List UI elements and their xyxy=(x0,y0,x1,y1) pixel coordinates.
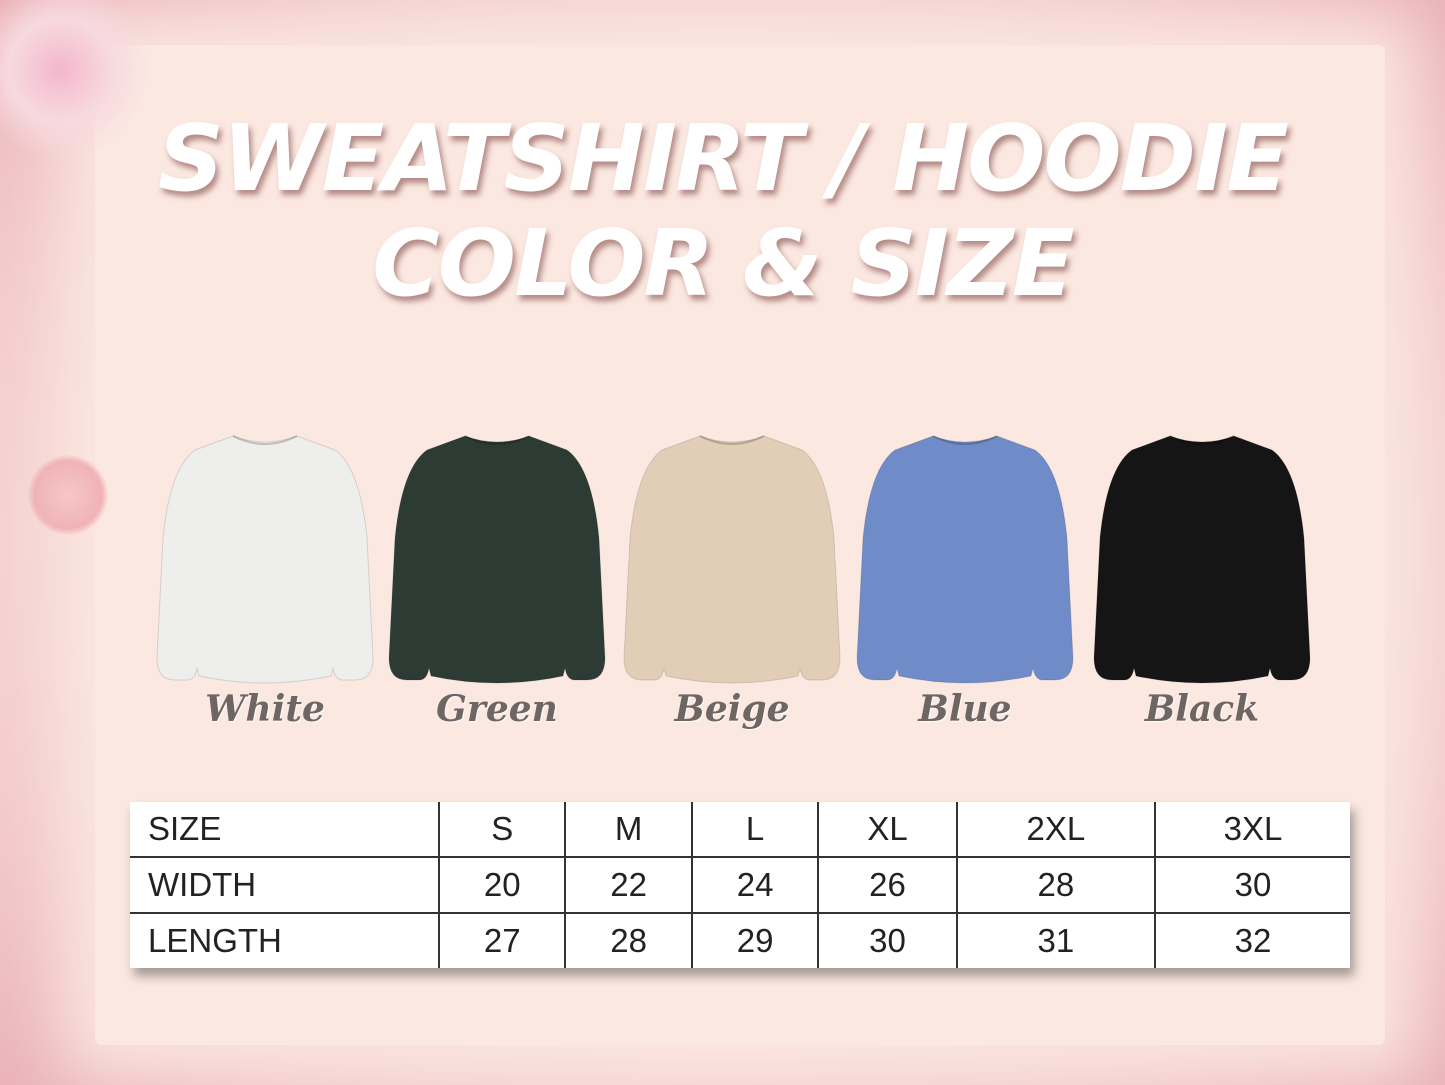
table-row: WIDTH 20 22 24 26 28 30 xyxy=(130,856,1350,913)
table-cell: 28 xyxy=(564,912,692,968)
table-cell: SIZE xyxy=(148,810,222,847)
table-cell: 26 xyxy=(817,856,957,913)
color-label: Blue xyxy=(918,688,1012,730)
table-cell: 30 xyxy=(1153,856,1350,913)
table-cell: 32 xyxy=(1153,912,1350,968)
button-decoration xyxy=(28,455,108,535)
table-cell: M xyxy=(564,802,692,857)
sweatshirt-green xyxy=(388,435,606,684)
table-cell: 31 xyxy=(955,912,1155,968)
sweatshirt-beige xyxy=(623,435,841,684)
table-cell: 20 xyxy=(437,856,566,913)
table-cell: 28 xyxy=(955,856,1155,913)
table-row: LENGTH 27 28 29 30 31 32 xyxy=(130,912,1350,968)
table-cell: 3XL xyxy=(1153,802,1350,857)
title-line-1: SWEATSHIRT / HOODIE xyxy=(157,105,1289,212)
sweatshirt-white xyxy=(156,435,374,684)
table-cell: 2XL xyxy=(955,802,1155,857)
sweatshirt-blue xyxy=(856,435,1074,684)
table-header-row: SIZE S M L XL 2XL 3XL xyxy=(130,802,1350,857)
table-cell: 24 xyxy=(690,856,819,913)
table-cell: LENGTH xyxy=(130,912,439,968)
table-cell: S xyxy=(437,802,566,857)
table-cell: WIDTH xyxy=(130,856,439,913)
color-label: Black xyxy=(1144,688,1260,730)
table-cell: 29 xyxy=(690,912,819,968)
color-label: White xyxy=(205,688,325,730)
table-cell: 22 xyxy=(564,856,692,913)
sweatshirt-black xyxy=(1093,435,1311,684)
title-line-2: COLOR & SIZE xyxy=(372,210,1074,317)
table-cell: 27 xyxy=(437,912,566,968)
table-cell: XL xyxy=(817,802,957,857)
table-cell: L xyxy=(690,802,819,857)
color-label: Beige xyxy=(674,688,790,730)
table-cell: 30 xyxy=(817,912,957,968)
size-table: SIZE S M L XL 2XL 3XL WIDTH 20 22 24 26 28 30 LENGTH… xyxy=(130,802,1350,968)
color-label: Green xyxy=(436,688,558,730)
